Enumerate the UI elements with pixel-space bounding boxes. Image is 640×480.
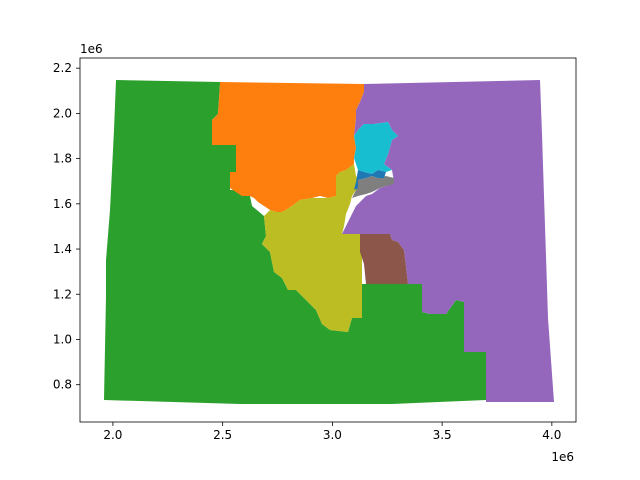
x-tick-label: 4.0 bbox=[542, 428, 561, 442]
x-tick-label: 3.0 bbox=[323, 428, 342, 442]
district-purple bbox=[342, 80, 554, 402]
y-tick-label: 1.4 bbox=[53, 242, 72, 256]
district-orange bbox=[212, 82, 364, 212]
y-tick-label: 1.8 bbox=[53, 152, 72, 166]
district-cyan bbox=[354, 122, 398, 174]
district-olive bbox=[262, 164, 362, 332]
y-tick-label: 1.0 bbox=[53, 332, 72, 346]
x-axis: 2.0 2.5 3.0 3.5 4.0 bbox=[103, 422, 561, 442]
y-tick-label: 1.6 bbox=[53, 197, 72, 211]
x-tick-label: 2.5 bbox=[213, 428, 232, 442]
y-axis: 0.8 1.0 1.2 1.4 1.6 1.8 2.0 2.2 bbox=[53, 61, 80, 392]
y-tick-label: 1.2 bbox=[53, 287, 72, 301]
y-offset-label: 1e6 bbox=[80, 42, 103, 56]
map-area bbox=[104, 80, 554, 404]
y-tick-label: 2.2 bbox=[53, 61, 72, 75]
x-tick-label: 2.0 bbox=[103, 428, 122, 442]
y-tick-label: 2.0 bbox=[53, 106, 72, 120]
x-offset-label: 1e6 bbox=[551, 450, 574, 464]
district-gray bbox=[352, 176, 394, 198]
axes-frame bbox=[79, 57, 577, 423]
district-blue bbox=[354, 170, 386, 190]
y-tick-label: 0.8 bbox=[53, 378, 72, 392]
x-tick-label: 3.5 bbox=[433, 428, 452, 442]
district-green bbox=[104, 80, 486, 404]
district-brown bbox=[360, 234, 408, 284]
